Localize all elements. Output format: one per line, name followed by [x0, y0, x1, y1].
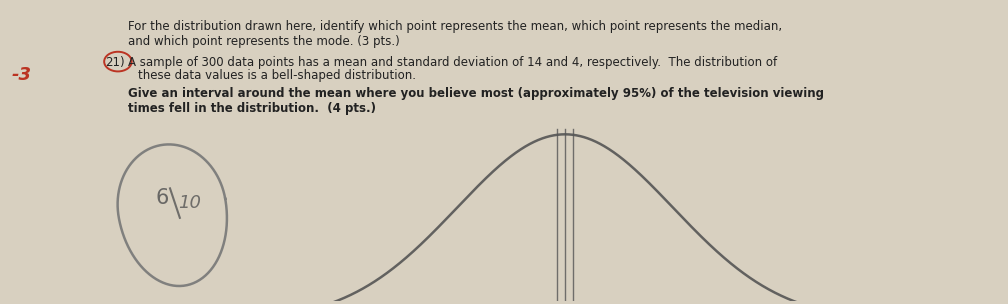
- Text: 21): 21): [105, 56, 125, 69]
- Text: A sample of 300 data points has a mean and standard deviation of 14 and 4, respe: A sample of 300 data points has a mean a…: [128, 56, 777, 69]
- Text: 6: 6: [155, 188, 168, 208]
- Text: these data values is a bell-shaped distribution.: these data values is a bell-shaped distr…: [137, 69, 415, 82]
- Text: 10: 10: [178, 194, 202, 212]
- Text: -3: -3: [12, 66, 32, 84]
- Text: Give an interval around the mean where you believe most (approximately 95%) of t: Give an interval around the mean where y…: [128, 87, 824, 100]
- Text: For the distribution drawn here, identify which point represents the mean, which: For the distribution drawn here, identif…: [128, 20, 782, 33]
- Text: times fell in the distribution.  (4 pts.): times fell in the distribution. (4 pts.): [128, 102, 376, 115]
- Text: and which point represents the mode. (3 pts.): and which point represents the mode. (3 …: [128, 35, 399, 48]
